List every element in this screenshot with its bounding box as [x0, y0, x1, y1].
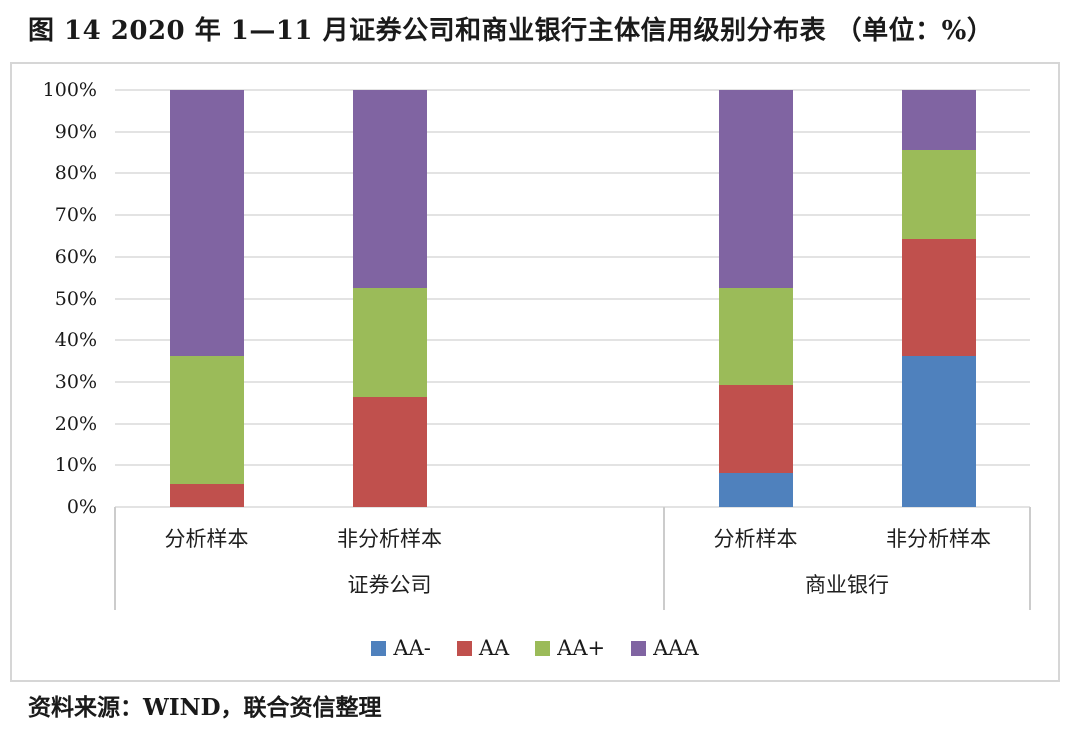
chart-container: 分析样本 非分析样本 分析样本 非分析样本证券公司 商业银行 AA- AA AA+ AAA 0… [10, 62, 1060, 682]
legend-swatch [456, 640, 472, 656]
legend-swatch [535, 640, 551, 656]
legend-label: AAA [653, 636, 699, 660]
gridline [115, 130, 1030, 133]
category-label: 非分析样本 [886, 527, 991, 551]
bar-segment-aa [718, 384, 793, 473]
legend-label: AA- [393, 636, 431, 660]
bar-segment-aaminus [901, 355, 976, 507]
gridline [115, 89, 1030, 91]
legend-swatch [631, 640, 647, 656]
bar [718, 90, 793, 507]
gridline [115, 422, 1030, 425]
gridline [115, 214, 1030, 217]
legend: AA- AA AA+ AAA [12, 636, 1058, 660]
y-tick-label: 80% [54, 162, 97, 185]
legend-swatch [371, 640, 387, 656]
bar-segment-aa [169, 484, 244, 507]
bar-segment-aa [901, 238, 976, 356]
bar-segment-aaplus [352, 287, 427, 398]
gridline [115, 464, 1030, 467]
bar [169, 90, 244, 507]
y-tick-label: 20% [54, 412, 97, 435]
y-tick-label: 30% [54, 370, 97, 393]
legend-label: AA [478, 636, 510, 660]
category-label: 分析样本 [164, 527, 249, 551]
bar-segment-aa [352, 397, 427, 507]
legend-item: AA [456, 636, 510, 660]
y-tick-label: 40% [54, 329, 97, 352]
bar-segment-aaa [169, 90, 244, 356]
category-label: 非分析样本 [337, 527, 442, 551]
y-tick-label: 10% [54, 454, 97, 477]
x-axis-label-area: 分析样本 非分析样本 分析样本 非分析样本证券公司 商业银行 [114, 507, 1031, 610]
y-tick-label: 90% [54, 120, 97, 143]
bar-segment-aaplus [718, 288, 793, 385]
group-label: 证券公司 [347, 573, 432, 597]
gridline [115, 380, 1030, 383]
legend-item: AAA [631, 636, 699, 660]
bar-segment-aaplus [901, 149, 976, 239]
bar-segment-aaminus [718, 472, 793, 507]
group-divider [1029, 507, 1031, 610]
gridline [115, 297, 1030, 300]
gridline [115, 255, 1030, 258]
gridline [115, 339, 1030, 342]
group-divider [663, 507, 665, 610]
category-label: 分析样本 [713, 527, 798, 551]
figure-title: 图 14 2020 年 1—11 月证券公司和商业银行主体信用级别分布表 （单位… [28, 16, 994, 46]
group-divider [114, 507, 116, 610]
gridline [115, 172, 1030, 175]
legend-label: AA+ [557, 636, 606, 660]
y-tick-label: 60% [54, 245, 97, 268]
y-tick-label: 50% [54, 287, 97, 310]
bar [901, 90, 976, 507]
source-note: 资料来源：WIND，联合资信整理 [28, 694, 382, 721]
bar-segment-aaa [901, 90, 976, 150]
bar-segment-aaa [718, 90, 793, 289]
bar [352, 90, 427, 507]
plot-area [115, 89, 1030, 508]
legend-item: AA- [371, 636, 431, 660]
gridline [115, 506, 1030, 508]
bar-segment-aaa [352, 90, 427, 288]
legend-item: AA+ [535, 636, 605, 660]
y-tick-label: 100% [42, 79, 97, 101]
y-tick-label: 70% [54, 204, 97, 227]
y-tick-label: 0% [66, 496, 97, 518]
group-label: 商业银行 [805, 573, 889, 597]
bar-segment-aaplus [169, 355, 244, 485]
